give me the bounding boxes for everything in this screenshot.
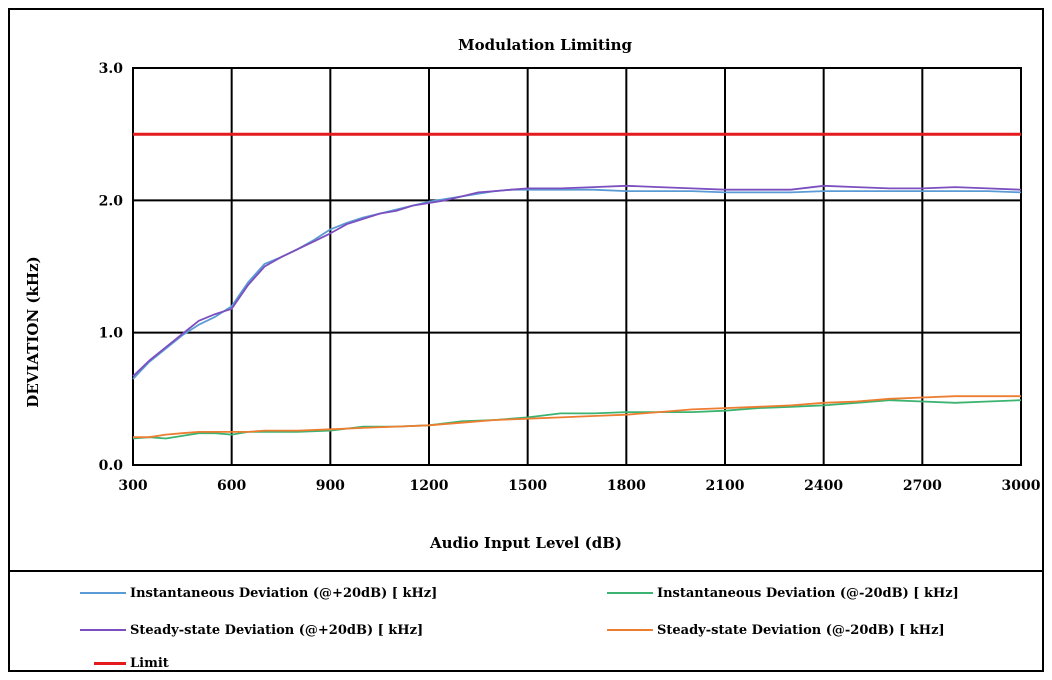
- x-tick-label: 1800: [607, 478, 646, 494]
- x-axis-label: Audio Input Level (dB): [429, 534, 622, 552]
- x-tick-label: 2400: [804, 478, 843, 494]
- y-tick-label: 2.0: [99, 193, 124, 209]
- legend-label: Limit: [130, 655, 169, 671]
- legend-item-steady-minus20: Steady-state Deviation (@-20dB) [ kHz]: [607, 619, 945, 641]
- legend-label: Instantaneous Deviation (@+20dB) [ kHz]: [130, 585, 438, 601]
- series-line: [132, 184, 1022, 377]
- y-axis-ticks: 0.0 1.0 2.0 3.0: [99, 61, 124, 474]
- legend-item-inst-minus20: Instantaneous Deviation (@-20dB) [ kHz]: [607, 582, 959, 604]
- series-line: [133, 395, 1021, 439]
- legend-label: Steady-state Deviation (@-20dB) [ kHz]: [657, 622, 945, 638]
- x-tick-label: 1500: [508, 478, 547, 494]
- chart-title: Modulation Limiting: [458, 36, 633, 54]
- legend-item-inst-plus20: Instantaneous Deviation (@+20dB) [ kHz]: [80, 582, 437, 604]
- x-tick-label: 2700: [903, 478, 942, 494]
- legend-swatch: [607, 629, 653, 631]
- legend-swatch: [80, 629, 126, 631]
- legend-label: Instantaneous Deviation (@-20dB) [ kHz]: [657, 585, 959, 601]
- x-tick-label: 900: [316, 478, 345, 494]
- y-axis-label: DEVIATION (kHz): [24, 256, 42, 407]
- y-tick-label: 1.0: [99, 326, 124, 342]
- legend-label: Steady-state Deviation (@+20dB) [ kHz]: [130, 622, 424, 638]
- legend-swatch: [607, 592, 653, 594]
- x-tick-label: 3000: [1002, 478, 1041, 494]
- x-tick-label: 600: [217, 478, 246, 494]
- series-layer: [132, 132, 1022, 440]
- y-tick-label: 0.0: [99, 458, 124, 474]
- x-tick-label: 1200: [410, 478, 449, 494]
- x-axis-ticks: 300 600 900 1200 1500 1800 2100 2400 2700 3000: [118, 478, 1040, 494]
- legend: Instantaneous Deviation (@+20dB) [ kHz] …: [8, 570, 1044, 672]
- legend-item-steady-plus20: Steady-state Deviation (@+20dB) [ kHz]: [80, 619, 423, 641]
- x-tick-label: 300: [118, 478, 147, 494]
- x-tick-label: 2100: [706, 478, 745, 494]
- legend-swatch: [94, 661, 126, 665]
- legend-swatch: [80, 592, 126, 594]
- legend-item-limit: Limit: [80, 652, 169, 674]
- y-tick-label: 3.0: [99, 61, 124, 77]
